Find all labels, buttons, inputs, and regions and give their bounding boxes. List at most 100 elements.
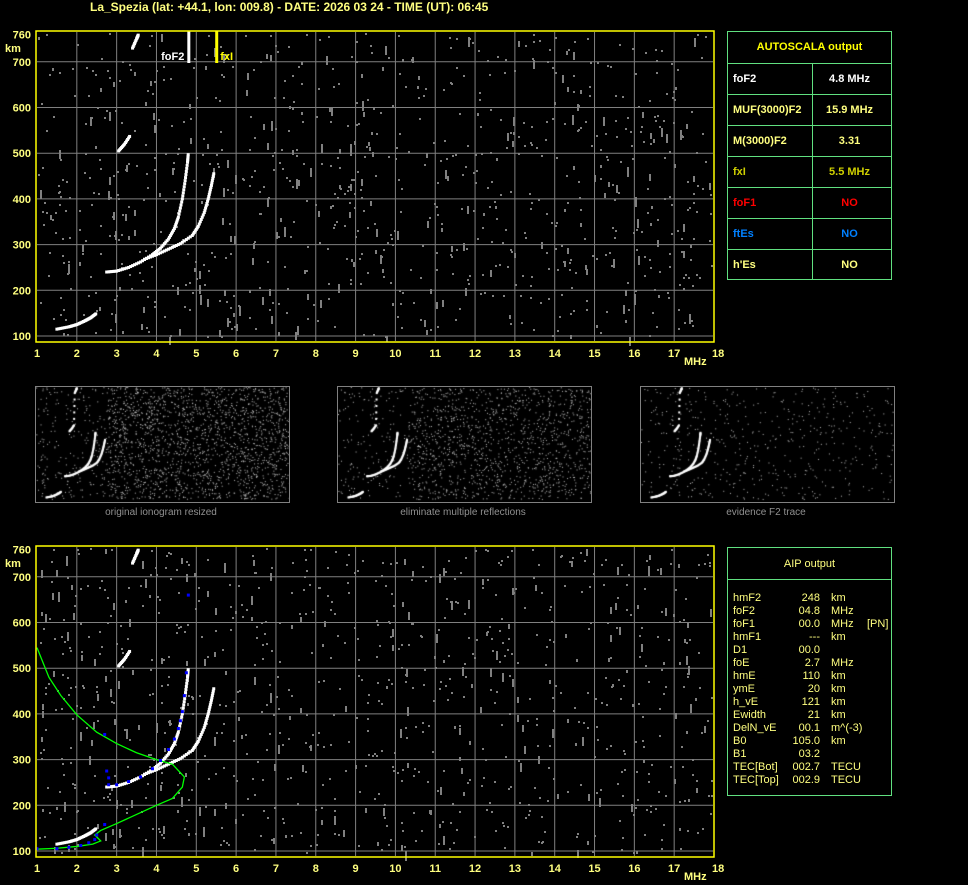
noise-echo (132, 847, 134, 849)
noise-echo (632, 158, 634, 160)
noise-echo (589, 586, 591, 588)
noise-echo (437, 326, 439, 328)
noise-echo (176, 632, 178, 634)
noise-echo (92, 70, 94, 72)
trace-echo (133, 42, 137, 46)
noise-echo (207, 656, 209, 658)
noise-echo (461, 208, 463, 210)
noise-echo (124, 729, 126, 731)
noise-echo (609, 252, 611, 254)
noise-echo (207, 204, 209, 206)
trace-echo (154, 768, 158, 772)
noise-echo (245, 734, 247, 736)
param-unit: km (831, 670, 846, 682)
noise-echo (307, 294, 309, 300)
y-tick-label: 300 (13, 755, 31, 767)
noise-echo (152, 693, 154, 695)
noise-echo (478, 50, 480, 52)
noise-echo (666, 93, 668, 95)
noise-echo (566, 175, 568, 177)
trace-echo (207, 195, 211, 199)
noise-echo (59, 191, 61, 193)
noise-echo (300, 708, 302, 713)
noise-echo (414, 768, 416, 770)
noise-echo (51, 561, 53, 563)
noise-echo (322, 644, 324, 647)
noise-echo (319, 39, 321, 41)
noise-echo (178, 792, 180, 794)
noise-echo (331, 107, 333, 116)
trace-echo (191, 232, 195, 236)
noise-echo (97, 694, 99, 701)
noise-echo (104, 117, 106, 119)
noise-echo (165, 200, 167, 202)
noise-echo (323, 746, 325, 748)
noise-echo (499, 630, 501, 632)
noise-echo (70, 762, 72, 764)
noise-echo (401, 327, 403, 329)
noise-echo (101, 58, 103, 60)
noise-echo (186, 574, 188, 582)
param-value: --- (809, 631, 820, 643)
noise-echo (199, 807, 201, 816)
noise-echo (362, 101, 364, 111)
noise-echo (685, 598, 687, 600)
noise-echo (456, 38, 458, 40)
noise-echo (481, 153, 483, 155)
noise-echo (645, 52, 647, 54)
noise-echo (370, 45, 372, 47)
noise-echo (332, 68, 334, 70)
y-axis-label: km (5, 43, 21, 55)
noise-echo (536, 724, 538, 726)
noise-echo (351, 179, 353, 181)
noise-echo (287, 778, 289, 780)
noise-echo (433, 142, 435, 144)
noise-echo (354, 141, 356, 145)
noise-echo (617, 783, 619, 785)
noise-echo (648, 773, 650, 775)
noise-echo (635, 807, 637, 809)
noise-echo (487, 631, 489, 633)
noise-echo (270, 693, 272, 703)
noise-echo (484, 292, 486, 294)
noise-echo (689, 207, 691, 209)
noise-echo (588, 628, 590, 630)
trace-echo (197, 222, 201, 226)
noise-echo (192, 292, 194, 294)
noise-echo (262, 644, 264, 646)
noise-echo (282, 744, 284, 746)
noise-echo (329, 107, 331, 112)
noise-echo (252, 778, 254, 780)
noise-echo (350, 283, 352, 285)
noise-echo (40, 190, 42, 199)
trace-echo (125, 654, 129, 658)
noise-echo (564, 209, 566, 212)
noise-echo (607, 65, 609, 67)
noise-echo (390, 563, 392, 565)
noise-echo (546, 121, 548, 123)
noise-echo (207, 336, 209, 338)
noise-echo (172, 285, 174, 287)
noise-echo (66, 181, 68, 183)
noise-echo (154, 125, 156, 133)
noise-echo (556, 222, 558, 224)
noise-echo (642, 740, 644, 742)
noise-echo (283, 822, 285, 824)
noise-echo (266, 704, 268, 706)
noise-echo (252, 555, 254, 557)
noise-echo (42, 704, 44, 710)
noise-echo (277, 51, 279, 53)
trace-echo (133, 778, 137, 782)
noise-echo (339, 167, 341, 169)
noise-echo (460, 572, 462, 574)
noise-echo (631, 145, 633, 147)
noise-echo (201, 184, 203, 186)
noise-echo (630, 614, 632, 616)
noise-echo (475, 182, 477, 184)
noise-echo (80, 588, 82, 590)
noise-echo (252, 258, 254, 265)
noise-echo (635, 290, 637, 292)
noise-echo (110, 329, 112, 331)
noise-echo (128, 206, 130, 208)
noise-echo (142, 605, 144, 607)
